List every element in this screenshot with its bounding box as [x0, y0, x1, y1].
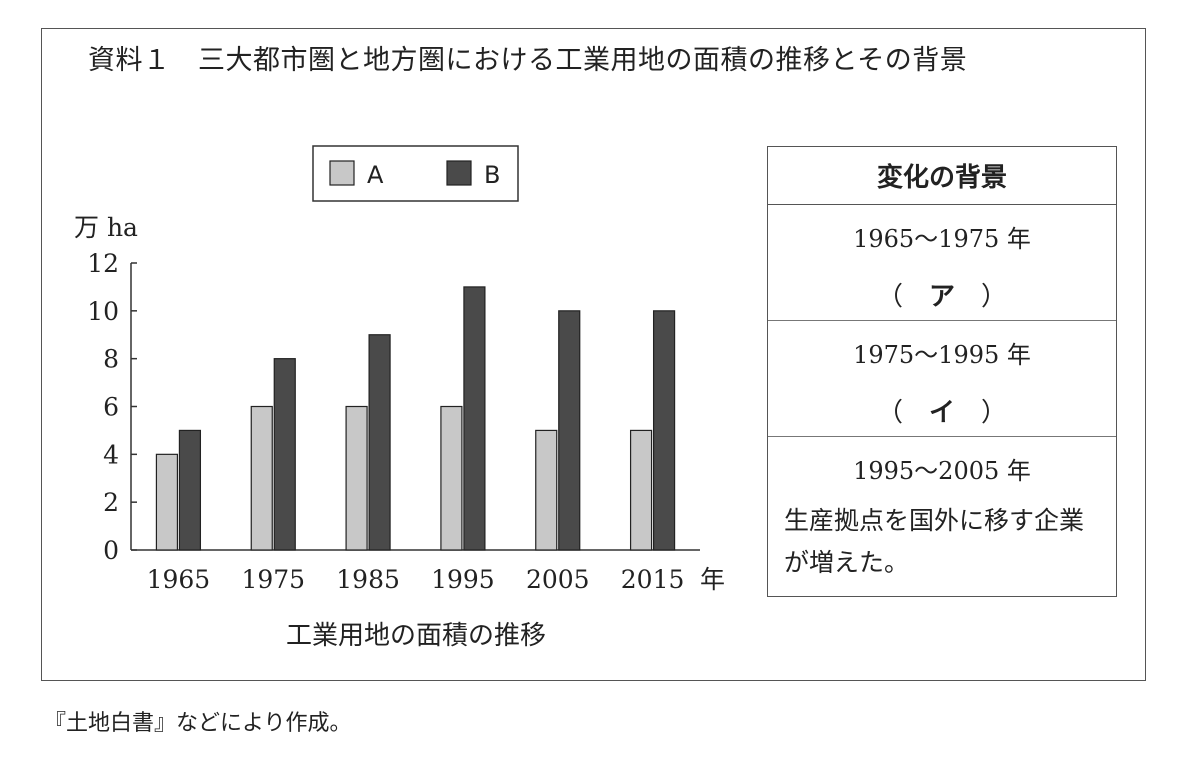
background-table: 変化の背景 1965～1975 年 （ ア ） 1975～1995 年 （ イ ） 19…	[767, 146, 1117, 597]
x-tick-label: 2005	[526, 565, 590, 594]
period-label: 1995～2005 年	[853, 457, 1031, 485]
bar-A-2005	[535, 429, 558, 551]
y-unit-label: 万 ha	[74, 213, 138, 242]
paren-close: ）	[981, 282, 1008, 312]
background-row-1: 1965～1975 年 （ ア ）	[768, 205, 1116, 321]
figure-frame	[41, 28, 1146, 681]
bar-B-1965	[178, 429, 202, 551]
period-label: 1965～1975 年	[853, 225, 1031, 253]
paren-open: （	[876, 282, 903, 312]
y-tick-label: 0	[103, 536, 119, 565]
figure-title: 資料１ 三大都市圏と地方圏における工業用地の面積の推移とその背景	[88, 45, 968, 76]
y-tick-label: 4	[103, 440, 119, 469]
legend-label-B: B	[484, 161, 500, 189]
background-row-3: 1995～2005 年 生産拠点を国外に移す企業が増えた。	[768, 437, 1116, 584]
x-tick-label: 2015	[621, 565, 685, 594]
x-unit-label: 年	[700, 565, 725, 594]
bar-A-2015	[629, 429, 653, 551]
x-tick-label: 1965	[147, 565, 211, 594]
x-tick-label: 1995	[431, 565, 495, 594]
bar-chart: 0 2 4 6 8 10 12 万 ha 1965 1975 1985 1995 2005 2015 年工業…	[74, 145, 725, 651]
background-description: 生産拠点を国外に移す企業が増えた。	[784, 506, 1085, 577]
background-table-header: 変化の背景	[768, 147, 1116, 205]
bar-B-1975	[273, 358, 296, 551]
bar-A-1995	[440, 405, 463, 551]
period-label: 1975～1995 年	[853, 341, 1031, 369]
bar-B-1995	[463, 286, 486, 551]
x-tick-label: 1975	[241, 565, 305, 594]
source-note: 『土地白書』などにより作成。	[44, 711, 352, 736]
legend-label-A: A	[367, 161, 384, 189]
y-tick-label: 10	[87, 297, 119, 326]
y-tick-label: 8	[103, 345, 119, 374]
bar-A-1975	[250, 405, 273, 551]
blank-label-i: イ	[928, 398, 955, 428]
y-tick-label: 6	[103, 393, 119, 422]
x-tick-label: 1985	[336, 565, 400, 594]
background-row-2: 1975～1995 年 （ イ ）	[768, 321, 1116, 437]
legend-swatch-B	[446, 160, 472, 186]
blank-marker: （ ア ）	[877, 276, 1007, 313]
bar-B-2015	[652, 310, 676, 551]
y-tick-label: 12	[87, 249, 119, 278]
blank-label-a: ア	[928, 282, 955, 312]
bar-B-1985	[368, 334, 391, 551]
paren-close: ）	[981, 398, 1008, 428]
bar-A-1985	[345, 405, 368, 551]
bar-A-1965	[155, 453, 179, 551]
bar-B-2005	[558, 310, 581, 551]
x-axis-title: 工業用地の面積の推移	[286, 621, 546, 651]
paren-open: （	[876, 398, 903, 428]
y-tick-label: 2	[103, 488, 119, 517]
legend-swatch-A	[329, 160, 355, 186]
blank-marker: （ イ ）	[877, 392, 1007, 429]
